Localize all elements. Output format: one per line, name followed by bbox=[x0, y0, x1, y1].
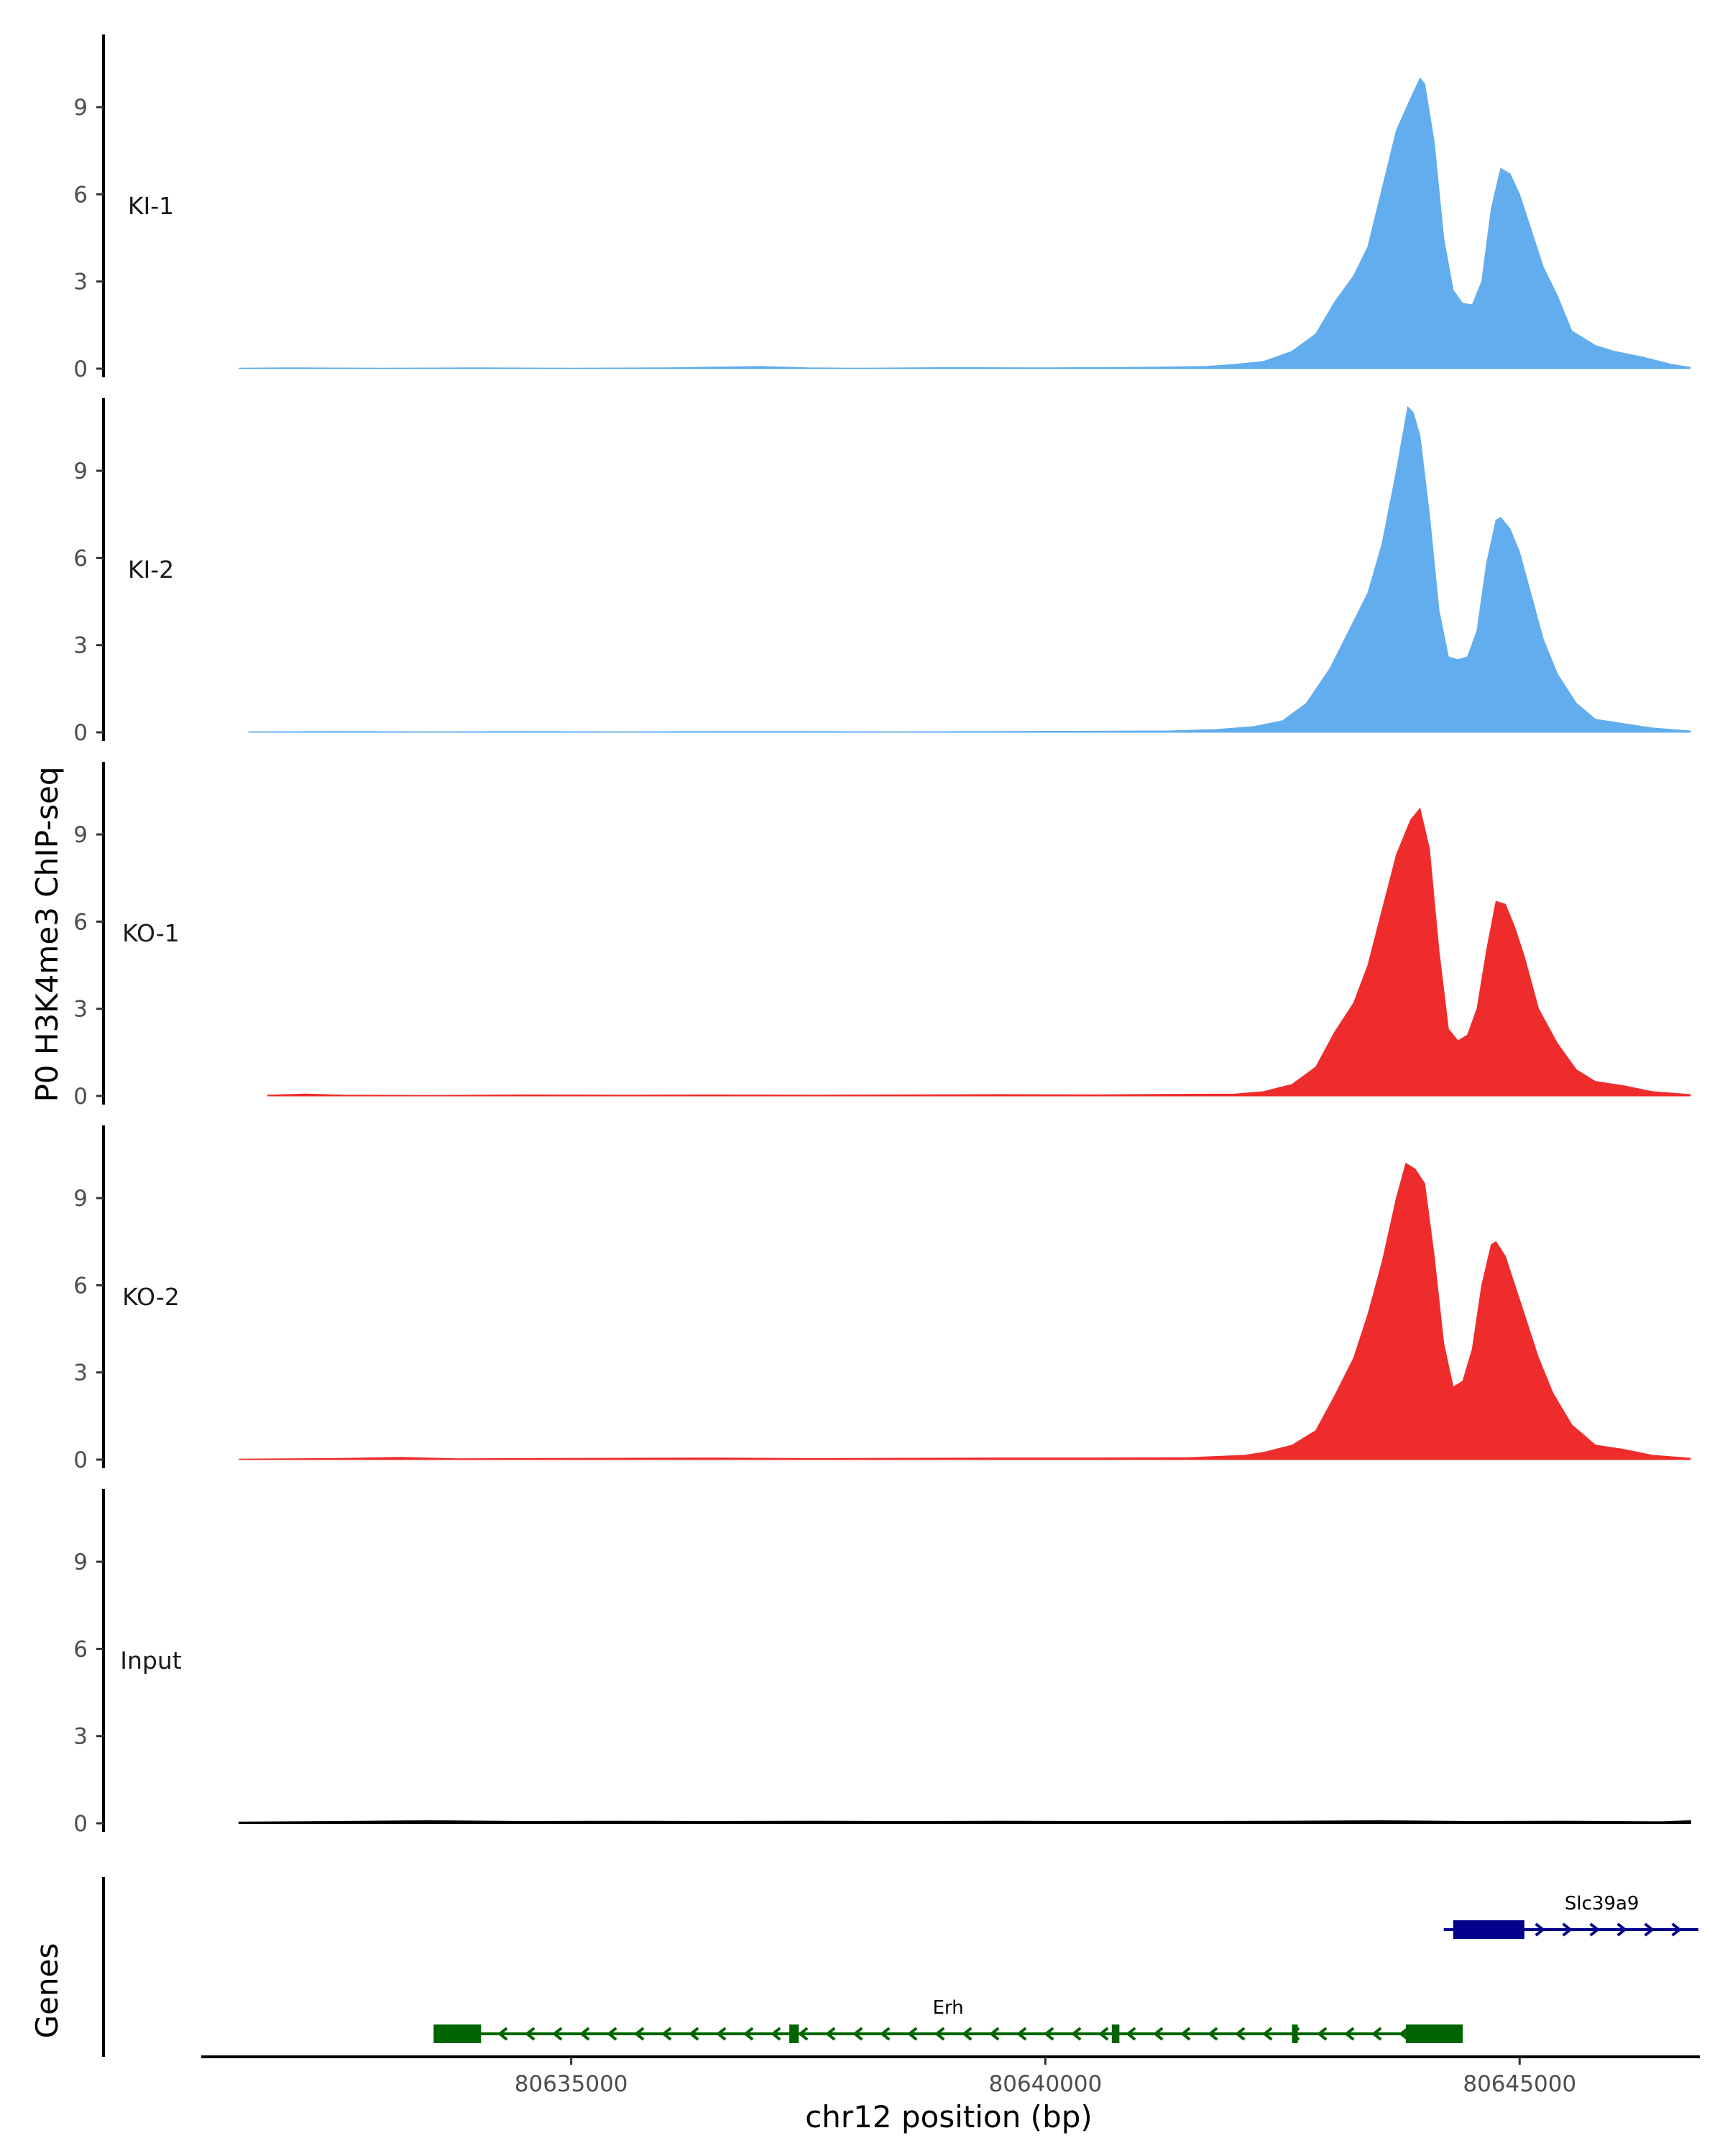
strand-arrow-icon bbox=[634, 2027, 645, 2041]
strand-arrow-icon bbox=[1126, 2027, 1136, 2041]
gene-slc39a9: Slc39a9 bbox=[1443, 1893, 1698, 1939]
strand-arrow-icon bbox=[1616, 1922, 1627, 1937]
gene-name-label: Slc39a9 bbox=[1565, 1893, 1639, 1915]
track-panel-input: 0 3 6 9 Input bbox=[73, 1489, 1691, 1837]
strand-arrow-icon bbox=[1644, 1922, 1655, 1937]
strand-arrow-icon bbox=[1098, 2027, 1109, 2041]
gene-exon bbox=[1111, 2024, 1120, 2043]
gene-erh: Erh bbox=[433, 1997, 1463, 2043]
y-tick-label: 3 bbox=[73, 270, 88, 295]
tracks-group: 0 3 6 9 KI-1 0 3 6 9 KI-2 0 3 6 9 KO-1 0 3 6 9 KO-2 0 3 6 9 Inpu… bbox=[73, 34, 1691, 1837]
y-tick-label: 3 bbox=[73, 1724, 88, 1750]
x-tick-label: 80645000 bbox=[1463, 2071, 1576, 2097]
strand-arrow-icon bbox=[1208, 2027, 1218, 2041]
track-label: KI-2 bbox=[128, 556, 174, 584]
track-label: KO-1 bbox=[122, 919, 180, 947]
strand-arrow-icon bbox=[1235, 2027, 1246, 2041]
strand-arrow-icon bbox=[852, 2027, 863, 2041]
strand-arrow-icon bbox=[689, 2027, 699, 2041]
strand-arrow-icon bbox=[880, 2027, 891, 2041]
gene-exon bbox=[789, 2024, 799, 2043]
strand-arrow-icon bbox=[1562, 1922, 1573, 1937]
strand-arrow-icon bbox=[1153, 2027, 1164, 2041]
coverage-area bbox=[239, 1162, 1691, 1460]
y-tick-label: 6 bbox=[73, 1273, 88, 1299]
y-tick-label: 9 bbox=[73, 1549, 88, 1575]
genes-group: Slc39a9 Erh bbox=[102, 1877, 1698, 2057]
track-label: KI-1 bbox=[128, 192, 174, 220]
strand-arrow-icon bbox=[743, 2027, 754, 2041]
track-label: Input bbox=[120, 1646, 182, 1674]
y-tick-label: 3 bbox=[73, 997, 88, 1023]
strand-arrow-icon bbox=[1344, 2027, 1355, 2041]
y-axis-title: P0 H3K4me3 ChIP-seq bbox=[29, 766, 65, 1102]
genes-axis-title: Genes bbox=[29, 1943, 65, 2039]
strand-arrow-icon bbox=[1071, 2027, 1082, 2041]
strand-arrow-icon bbox=[1180, 2027, 1191, 2041]
x-axis: 80635000 80640000 80645000 bbox=[201, 2055, 1700, 2097]
track-panel-ki-1: 0 3 6 9 KI-1 bbox=[73, 34, 1691, 382]
strand-arrow-icon bbox=[607, 2027, 617, 2041]
coverage-area bbox=[239, 77, 1691, 369]
y-tick-label: 6 bbox=[73, 182, 88, 208]
y-tick-label: 6 bbox=[73, 909, 88, 935]
x-tick-label: 80635000 bbox=[515, 2071, 628, 2097]
y-tick-label: 3 bbox=[73, 1360, 88, 1386]
x-tick-label: 80640000 bbox=[989, 2071, 1103, 2097]
strand-arrow-icon bbox=[907, 2027, 918, 2041]
gene-exon bbox=[1453, 1920, 1524, 1939]
y-tick-label: 6 bbox=[73, 1636, 88, 1662]
strand-arrow-icon bbox=[770, 2027, 781, 2041]
gene-exon bbox=[1292, 2024, 1298, 2043]
strand-arrow-icon bbox=[1589, 1922, 1600, 1937]
y-tick-label: 9 bbox=[73, 822, 88, 848]
gene-exon bbox=[433, 2024, 482, 2043]
strand-arrow-icon bbox=[798, 2027, 809, 2041]
strand-arrow-icon bbox=[1262, 2027, 1273, 2041]
coverage-area bbox=[248, 406, 1691, 733]
y-tick-label: 0 bbox=[73, 356, 88, 382]
strand-arrow-icon bbox=[1671, 1922, 1682, 1937]
y-tick-label: 9 bbox=[73, 459, 88, 484]
y-tick-label: 0 bbox=[73, 1811, 88, 1837]
coverage-area bbox=[267, 807, 1691, 1097]
y-tick-label: 0 bbox=[73, 720, 88, 746]
strand-arrow-icon bbox=[497, 2027, 508, 2041]
track-panel-ko-1: 0 3 6 9 KO-1 bbox=[73, 762, 1691, 1110]
strand-arrow-icon bbox=[1016, 2027, 1027, 2041]
strand-arrow-icon bbox=[716, 2027, 727, 2041]
strand-arrow-icon bbox=[825, 2027, 836, 2041]
y-tick-label: 9 bbox=[73, 1186, 88, 1212]
track-label: KO-2 bbox=[122, 1283, 180, 1311]
strand-arrow-icon bbox=[934, 2027, 945, 2041]
gene-name-label: Erh bbox=[933, 1997, 964, 2019]
x-axis-title: chr12 position (bp) bbox=[805, 2099, 1092, 2134]
strand-arrow-icon bbox=[1317, 2027, 1328, 2041]
coverage-area bbox=[238, 1820, 1691, 1824]
track-panel-ko-2: 0 3 6 9 KO-2 bbox=[73, 1125, 1691, 1473]
strand-arrow-icon bbox=[525, 2027, 535, 2041]
strand-arrow-icon bbox=[661, 2027, 672, 2041]
strand-arrow-icon bbox=[1535, 1922, 1545, 1937]
y-tick-label: 3 bbox=[73, 633, 88, 659]
y-tick-label: 0 bbox=[73, 1447, 88, 1473]
gene-exon bbox=[1405, 2024, 1463, 2043]
strand-arrow-icon bbox=[579, 2027, 590, 2041]
y-tick-label: 6 bbox=[73, 545, 88, 571]
strand-arrow-icon bbox=[989, 2027, 1000, 2041]
y-tick-label: 9 bbox=[73, 95, 88, 121]
track-panel-ki-2: 0 3 6 9 KI-2 bbox=[73, 398, 1691, 746]
y-tick-label: 0 bbox=[73, 1084, 88, 1110]
strand-arrow-icon bbox=[552, 2027, 563, 2041]
strand-arrow-icon bbox=[1371, 2027, 1382, 2041]
strand-arrow-icon bbox=[962, 2027, 972, 2041]
strand-arrow-icon bbox=[1044, 2027, 1054, 2041]
